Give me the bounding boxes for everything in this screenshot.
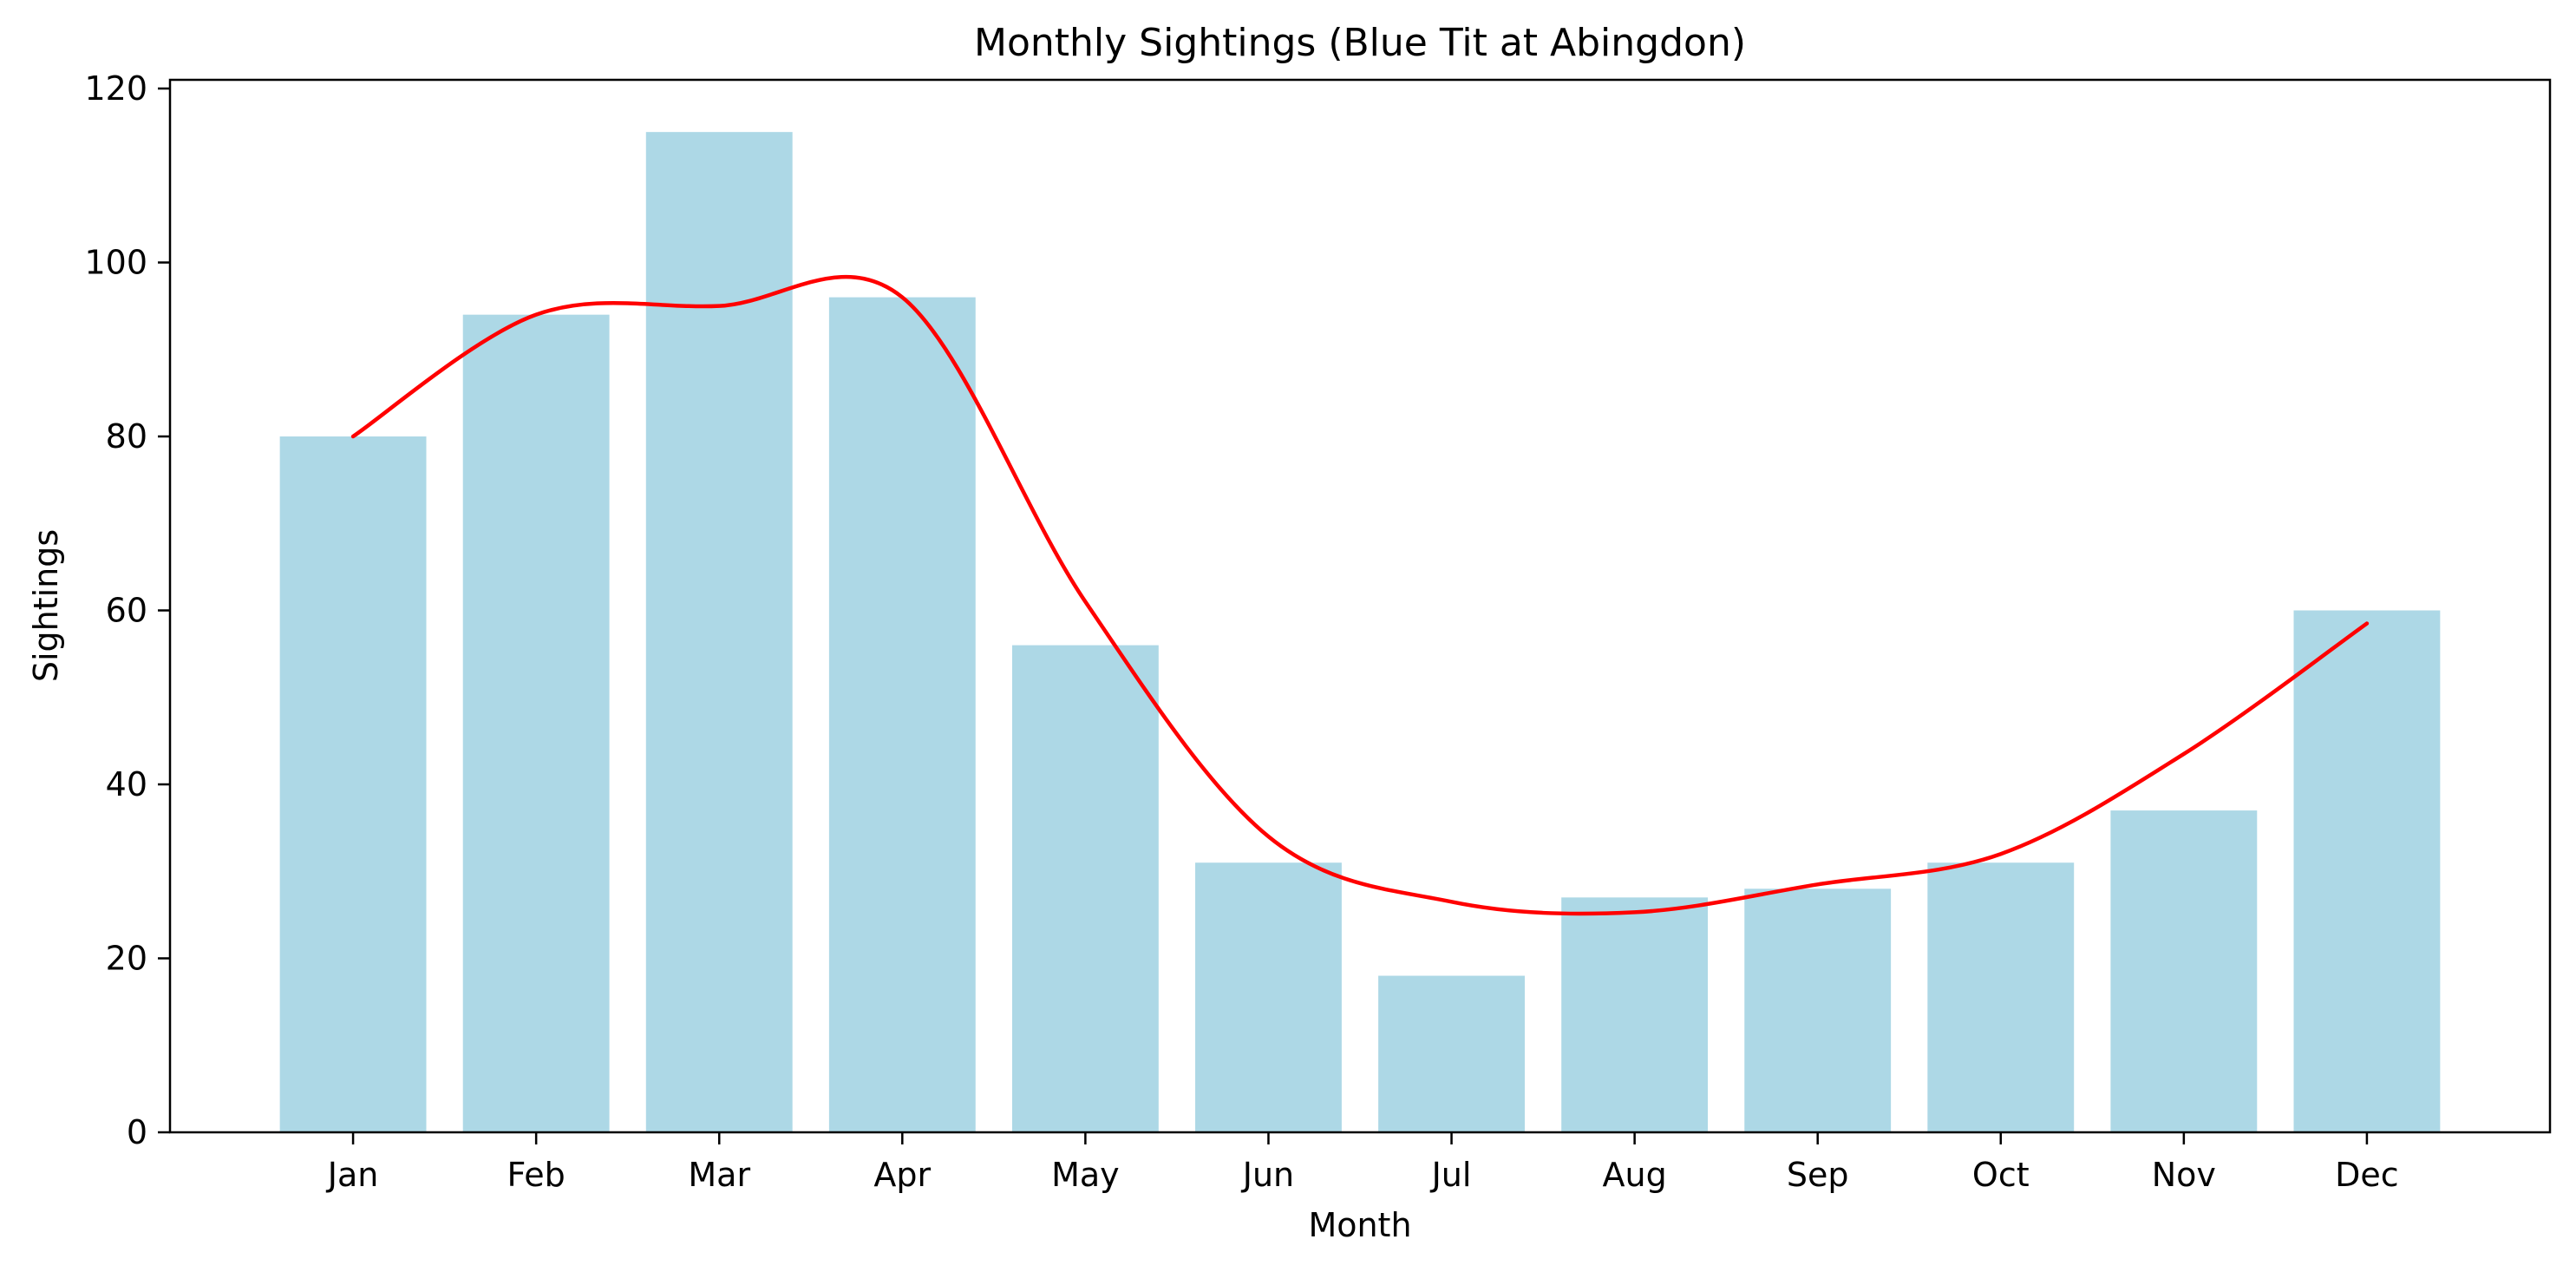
x-tick-label-dec: Dec bbox=[2335, 1156, 2399, 1194]
x-tick-label-feb: Feb bbox=[507, 1156, 566, 1194]
x-axis: Jan Feb Mar Apr May Jun Jul Aug Sep Oct Nov Dec bbox=[326, 1132, 2399, 1194]
bar-dec bbox=[2293, 610, 2441, 1132]
bar-jul bbox=[1378, 975, 1525, 1132]
bar-sep bbox=[1744, 888, 1892, 1132]
y-axis-label: Sightings bbox=[27, 529, 65, 682]
y-tick-label-80: 80 bbox=[106, 417, 147, 456]
x-tick-label-oct: Oct bbox=[1972, 1156, 2030, 1194]
bar-feb bbox=[462, 314, 610, 1132]
x-tick-label-jan: Jan bbox=[326, 1156, 379, 1194]
y-tick-label-60: 60 bbox=[106, 592, 147, 630]
y-axis: 0 20 40 60 80 100 120 bbox=[84, 69, 170, 1151]
x-tick-label-apr: Apr bbox=[873, 1156, 931, 1194]
bar-jun bbox=[1195, 862, 1342, 1132]
trend-line bbox=[350, 274, 2370, 916]
bar-mar bbox=[645, 132, 793, 1132]
bar-may bbox=[1011, 645, 1159, 1132]
x-axis-label: Month bbox=[1308, 1206, 1411, 1244]
plot-frame bbox=[168, 78, 2552, 1134]
bar-oct bbox=[1927, 862, 2075, 1132]
x-tick-label-sep: Sep bbox=[1787, 1156, 1849, 1194]
bar-aug bbox=[1561, 897, 1709, 1132]
x-tick-label-mar: Mar bbox=[688, 1156, 750, 1194]
x-tick-label-aug: Aug bbox=[1603, 1156, 1667, 1194]
y-tick-label-120: 120 bbox=[84, 69, 147, 108]
bar-jan bbox=[279, 436, 427, 1132]
chart-title: Monthly Sightings (Blue Tit at Abingdon) bbox=[974, 21, 1746, 65]
y-tick-label-40: 40 bbox=[106, 765, 147, 803]
x-tick-label-jun: Jun bbox=[1241, 1156, 1294, 1194]
y-tick-label-20: 20 bbox=[106, 940, 147, 978]
x-tick-label-may: May bbox=[1051, 1156, 1120, 1194]
bars-group bbox=[279, 132, 2441, 1132]
y-tick-label-100: 100 bbox=[84, 244, 147, 282]
x-tick-label-nov: Nov bbox=[2152, 1156, 2216, 1194]
bar-apr bbox=[828, 297, 976, 1132]
bar-nov bbox=[2110, 810, 2258, 1132]
y-tick-label-0: 0 bbox=[127, 1113, 147, 1151]
x-tick-label-jul: Jul bbox=[1430, 1156, 1472, 1194]
